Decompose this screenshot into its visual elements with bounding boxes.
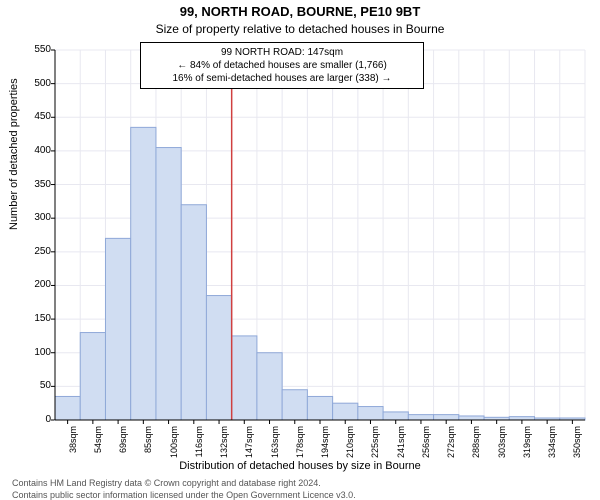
annotation-line2: ← 84% of detached houses are smaller (1,… <box>147 59 417 72</box>
chart-container: 99, NORTH ROAD, BOURNE, PE10 9BT Size of… <box>0 0 600 500</box>
title-sub: Size of property relative to detached ho… <box>0 22 600 36</box>
annotation-line3: 16% of semi-detached houses are larger (… <box>147 72 417 85</box>
y-axis-label: Number of detached properties <box>8 78 20 230</box>
footer-line2: Contains public sector information licen… <box>12 490 356 500</box>
footer-line1: Contains HM Land Registry data © Crown c… <box>12 478 321 488</box>
plot-area <box>55 50 585 420</box>
x-axis-label: Distribution of detached houses by size … <box>0 460 600 472</box>
annotation-box: 99 NORTH ROAD: 147sqm ← 84% of detached … <box>140 42 424 89</box>
title-main: 99, NORTH ROAD, BOURNE, PE10 9BT <box>0 4 600 19</box>
annotation-line1: 99 NORTH ROAD: 147sqm <box>147 46 417 59</box>
